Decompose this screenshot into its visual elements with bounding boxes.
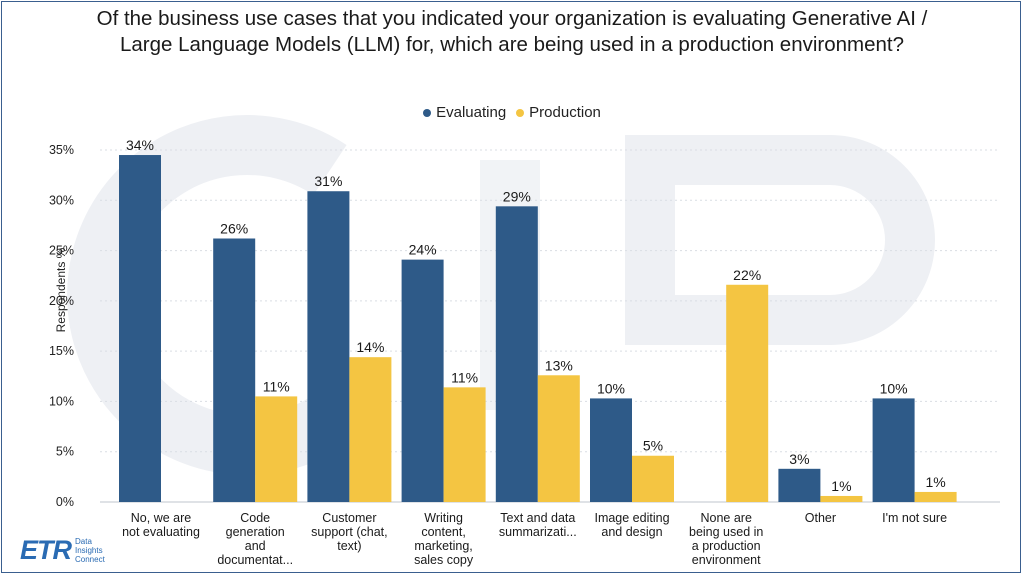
x-tick-label: Writing [424,511,463,525]
y-tick-label: 35% [49,143,74,157]
x-tick-label: sales copy [414,553,474,567]
chart-title: Of the business use cases that you indic… [0,6,1024,58]
data-label: 29% [503,188,531,204]
x-tick-label: summarizati... [499,525,577,539]
y-tick-label: 15% [49,344,74,358]
x-tick-label: being used in [689,525,763,539]
data-label: 34% [126,137,154,153]
x-tick-label: Customer [322,511,376,525]
data-label: 1% [925,474,945,490]
y-tick-label: 10% [49,394,74,408]
y-tick-label: 5% [56,445,74,459]
logo-mark: ETR [20,535,72,565]
etr-logo: ETR Data Insights Connect [20,535,105,566]
bar-production [632,455,674,502]
data-label: 11% [263,378,290,394]
bar-evaluating [401,259,444,502]
x-tick-label: documentat... [217,553,293,567]
logo-sub-line-2: Insights [75,546,103,555]
data-label: 3% [789,451,809,467]
legend-label-evaluating: Evaluating [436,104,507,121]
legend-item-evaluating: Evaluating [423,104,506,121]
bars: 34% 26% 11% 31% 14% 24% 11% 29% 13% 10% 5% 22% 3% 1% 1… [119,137,957,502]
bar-production [443,387,486,502]
legend-label-production: Production [529,104,601,121]
bar-evaluating [213,238,256,502]
logo-subtitle: Data Insights Connect [75,537,105,564]
bar-production [349,357,392,502]
x-tick-label: content, [421,525,465,539]
bar-evaluating [495,206,538,502]
data-label: 5% [643,438,663,454]
data-label: 13% [545,357,573,373]
bar-evaluating [778,468,821,502]
chart-legend: Evaluating Production [0,104,1024,121]
x-tick-label: Image editing [594,511,669,525]
bar-evaluating [307,191,350,502]
bar-production [726,284,769,502]
bar-production [537,375,580,502]
x-tick-label: and [245,539,266,553]
data-label: 24% [409,242,437,258]
logo-sub-line-3: Connect [75,555,105,564]
chart-title-line-1: Of the business use cases that you indic… [96,7,928,30]
data-label: 14% [356,339,384,355]
chart-title-line-2: Large Language Models (LLM) for, which a… [119,33,905,56]
x-tick-label: environment [692,553,761,567]
data-label: 31% [314,173,342,189]
watermark-shape [625,135,935,345]
y-axis-ticks: 0% 5% 10% 15% 20% 25% 30% 35% [49,143,74,509]
data-label: 11% [451,369,478,385]
bar-evaluating [119,155,161,502]
x-tick-label: Other [805,511,836,525]
data-label: 22% [733,267,761,283]
bar-evaluating [872,398,915,502]
bar-production [820,495,863,502]
data-label: 10% [880,380,908,396]
x-tick-label: None are [700,511,751,525]
x-tick-label: text) [337,539,361,553]
y-tick-label: 30% [49,193,74,207]
bar-production [255,396,298,502]
legend-item-production: Production [516,104,601,121]
data-label: 10% [597,380,625,396]
x-tick-label: a production [692,539,761,553]
logo-sub-line-1: Data [75,537,92,546]
x-tick-label: No, we are [131,511,191,525]
bar-evaluating [590,398,632,502]
legend-swatch-evaluating [423,108,432,117]
y-tick-label: 20% [49,294,74,308]
x-tick-label: and design [601,525,662,539]
x-tick-label: Text and data [500,511,575,525]
bar-production [914,491,957,502]
data-label: 1% [831,478,851,494]
x-tick-label: Code [240,511,270,525]
y-tick-label: 25% [49,244,74,258]
x-tick-label: generation [226,525,285,539]
x-tick-label: marketing, [414,539,472,553]
legend-swatch-production [516,108,525,117]
data-label: 26% [220,221,248,237]
x-tick-label: not evaluating [122,525,200,539]
y-tick-label: 0% [56,495,74,509]
x-tick-label: I'm not sure [882,511,947,525]
x-tick-label: support (chat, [311,525,387,539]
